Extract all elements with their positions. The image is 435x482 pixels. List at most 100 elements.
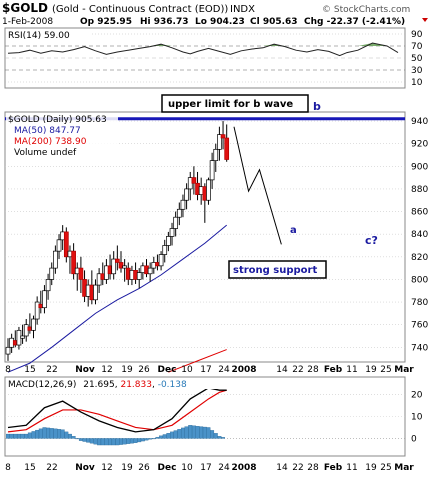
candle-body xyxy=(173,216,179,229)
macd-signal-line xyxy=(7,389,227,433)
date-bot-label-13: 22 xyxy=(292,463,303,473)
histogram-bar-57 xyxy=(213,433,218,439)
ma200-legend: MA(200) 738.90 xyxy=(14,137,87,147)
date-mid-label-9: 17 xyxy=(200,365,211,375)
candle-14 xyxy=(56,234,62,260)
candle-body xyxy=(191,177,197,184)
histogram-bar-52 xyxy=(195,426,200,439)
wave-b-label: b xyxy=(313,100,321,113)
histogram-bar-35 xyxy=(133,438,138,443)
candle-body xyxy=(180,199,186,210)
candle-body xyxy=(166,236,171,246)
histogram-bar-14 xyxy=(57,429,61,439)
histogram-bar-58 xyxy=(217,436,222,439)
macd-tick-label-0: 20 xyxy=(411,391,423,401)
candle-body xyxy=(42,290,47,309)
change-value: Chg -22.37 (-2.41%) xyxy=(304,17,405,27)
rsi-legend: RSI(14) 59.00 xyxy=(8,31,70,41)
down-arrow-icon xyxy=(422,18,428,22)
histogram-bar-12 xyxy=(49,428,54,439)
candle-32 xyxy=(122,259,127,282)
histogram-bar-49 xyxy=(184,426,189,439)
histogram-bar-17 xyxy=(68,433,72,439)
candle-12 xyxy=(49,262,55,286)
histogram-bar-37 xyxy=(140,438,145,442)
price-tick-label-1: 920 xyxy=(411,140,428,150)
candle-18 xyxy=(71,243,76,280)
price-legend-bg xyxy=(6,113,118,161)
date-bot-label-5: 19 xyxy=(121,463,133,473)
date-mid-label-19: Mar xyxy=(394,365,414,375)
histogram-bar-32 xyxy=(122,438,127,445)
candle-59 xyxy=(220,121,226,150)
volume-legend: Volume undef xyxy=(14,148,77,158)
date-bot-label-8: 10 xyxy=(181,463,193,473)
histogram-bar-10 xyxy=(42,427,47,439)
candle-43 xyxy=(162,239,168,263)
candle-4 xyxy=(20,324,25,344)
signal-legend-value: 21.833 xyxy=(120,380,152,390)
candle-body xyxy=(176,208,182,218)
histogram-bar-36 xyxy=(137,438,142,443)
histogram-bar-23 xyxy=(89,438,94,444)
date-bot-label-0: 8 xyxy=(5,463,11,473)
histogram-bar-16 xyxy=(64,431,69,439)
candle-31 xyxy=(118,251,124,273)
date-mid-label-1: 15 xyxy=(24,365,35,375)
candle-49 xyxy=(184,183,189,210)
candle-24 xyxy=(93,279,98,305)
candle-body xyxy=(206,179,211,201)
close-value: Cl 905.63 xyxy=(250,17,298,27)
histogram-bar-21 xyxy=(82,438,87,442)
histogram-bar-5 xyxy=(24,433,29,439)
strong-support-box xyxy=(228,260,327,279)
histogram-bar-29 xyxy=(111,438,116,446)
candle-body xyxy=(53,250,58,269)
date-bot-label-3: Nov xyxy=(75,463,95,473)
histogram-bar-11 xyxy=(46,427,51,439)
candle-body xyxy=(118,262,124,269)
histogram-bar-27 xyxy=(104,438,109,446)
date-mid-label-18: 25 xyxy=(380,365,391,375)
macd-histogram xyxy=(6,425,225,446)
price-tick-label-2: 900 xyxy=(411,162,428,172)
ma200-line xyxy=(168,349,227,373)
candle-30 xyxy=(114,245,120,271)
histogram-bar-1 xyxy=(9,433,14,439)
histogram-bar-13 xyxy=(53,428,58,439)
date-bot-label-7: Dec xyxy=(158,463,177,473)
candle-body xyxy=(217,134,222,150)
price-tick-label-7: 800 xyxy=(411,275,428,285)
date-mid-label-15: Feb xyxy=(324,365,343,375)
price-tick-label-6: 820 xyxy=(411,253,428,263)
histogram-bar-15 xyxy=(60,429,65,439)
macd-legend-value: 21.695 xyxy=(83,380,115,390)
candle-0 xyxy=(5,338,11,361)
forecast-wave-line xyxy=(233,126,282,245)
histogram-bar-39 xyxy=(148,438,153,440)
date-bot-label-16: 11 xyxy=(346,463,357,473)
candle-body xyxy=(136,272,142,280)
candle-39 xyxy=(147,262,153,282)
histogram-bar-56 xyxy=(210,430,215,439)
candle-57 xyxy=(213,143,219,172)
histogram-bar-30 xyxy=(115,438,120,446)
histogram-bar-59 xyxy=(221,437,225,439)
histogram-bar-3 xyxy=(16,433,21,439)
macd-legend: MACD(12,26,9) 21.695, 21.833, -0.138 xyxy=(8,380,187,390)
candle-body xyxy=(20,335,25,339)
macd-tick-label-1: 10 xyxy=(411,413,423,423)
histogram-bar-54 xyxy=(202,426,207,439)
candle-body xyxy=(220,134,226,139)
macd-legend-bg xyxy=(6,378,226,389)
date-bot-label-6: 26 xyxy=(138,463,150,473)
histogram-bar-2 xyxy=(13,433,18,439)
macd-line xyxy=(7,387,227,433)
date-mid-label-17: 19 xyxy=(365,365,377,375)
date-bot-label-15: Feb xyxy=(324,463,343,473)
date-mid-label-7: Dec xyxy=(158,365,177,375)
candlesticks xyxy=(5,121,230,361)
candle-body xyxy=(56,239,62,252)
